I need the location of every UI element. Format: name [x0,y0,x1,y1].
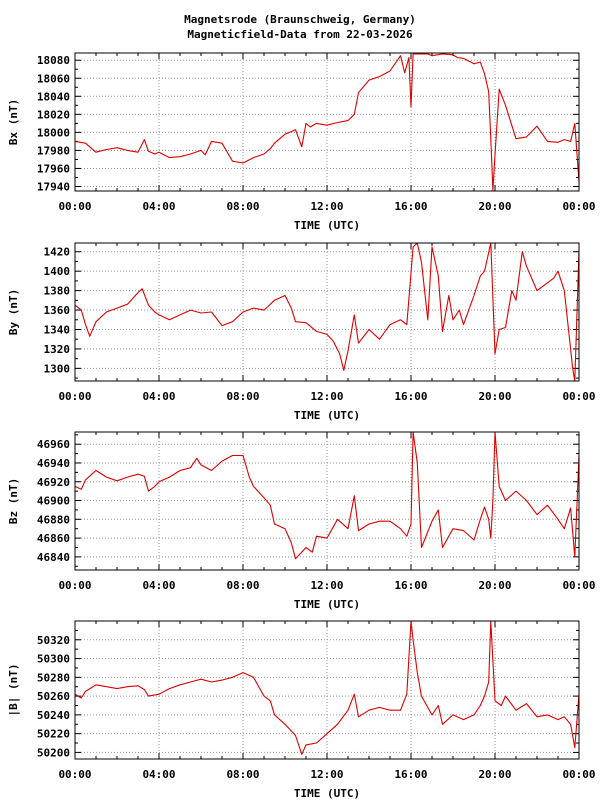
by-x-tick-label: 08:00 [226,390,259,403]
by-y-tick-label: 1340 [44,323,71,336]
bz-x-tick-label: 12:00 [310,579,343,592]
by-x-tick-label: 20:00 [478,390,511,403]
by-y-tick-label: 1420 [44,246,71,259]
bz-x-tick-label: 00:00 [562,579,595,592]
by-y-tick-label: 1400 [44,265,71,278]
bx-series-line [75,53,579,191]
bx-y-tick-label: 18060 [37,72,70,85]
bt-y-tick-label: 50220 [37,728,70,741]
bz-y-tick-label: 46880 [37,513,70,526]
bx-y-tick-label: 18040 [37,90,70,103]
bt-y-tick-label: 50240 [37,709,70,722]
bt-y-tick-label: 50280 [37,671,70,684]
by-y-axis-label: By (nT) [7,289,20,335]
bt-y-tick-label: 50300 [37,653,70,666]
bz-y-tick-label: 46900 [37,495,70,508]
by-y-tick-label: 1320 [44,343,71,356]
bz-y-tick-label: 46940 [37,457,70,470]
bx-y-axis-label: Bx (nT) [7,99,20,145]
bx-x-axis-label: TIME (UTC) [294,219,360,232]
bx-x-tick-label: 04:00 [142,200,175,213]
bt-x-tick-label: 08:00 [226,768,259,781]
bz-y-tick-label: 46840 [37,551,70,564]
bx-x-tick-label: 12:00 [310,200,343,213]
bt-y-tick-label: 50260 [37,690,70,703]
bt-panel: 50200 50220 50240 50260 50280 50300 50320 00:00… [7,620,596,800]
by-y-tick-label: 1360 [44,304,71,317]
bx-x-tick-label: 20:00 [478,200,511,213]
page-subtitle: Magneticfield-Data from 22-03-2026 [187,28,413,41]
figure-title: Magnetsrode (Braunschweig, Germany) Magn… [0,12,600,42]
bz-x-axis-label: TIME (UTC) [294,598,360,611]
bt-series-line [75,621,579,755]
by-y-tick-label: 1380 [44,285,71,298]
by-x-axis-label: TIME (UTC) [294,409,360,422]
bz-x-tick-label: 04:00 [142,579,175,592]
bz-series-line [75,432,579,560]
bt-x-tick-label: 00:00 [58,768,91,781]
bx-y-tick-label: 17940 [37,180,70,193]
bt-plot-frame [74,620,580,760]
bz-x-tick-label: 20:00 [478,579,511,592]
by-x-tick-label: 12:00 [310,390,343,403]
by-plot-frame [74,242,580,382]
page-title: Magnetsrode (Braunschweig, Germany) [184,13,416,26]
bt-x-tick-label: 16:00 [394,768,427,781]
bx-y-tick-label: 18000 [37,126,70,139]
bx-y-tick-label: 17980 [37,144,70,157]
by-x-tick-label: 16:00 [394,390,427,403]
bt-x-tick-label: 12:00 [310,768,343,781]
by-x-tick-label: 04:00 [142,390,175,403]
bz-y-tick-label: 46920 [37,476,70,489]
bt-x-tick-label: 20:00 [478,768,511,781]
bx-panel: 17940 17960 17980 18000 18020 18040 18060 18080… [7,52,596,232]
bz-y-tick-label: 46960 [37,438,70,451]
bx-y-tick-label: 18020 [37,108,70,121]
bt-x-tick-label: 04:00 [142,768,175,781]
bx-y-tick-label: 18080 [37,54,70,67]
bz-y-axis-label: Bz (nT) [7,478,20,524]
bx-y-tick-label: 17960 [37,162,70,175]
by-panel: 1300 1320 1340 1360 1380 1400 1420 00:00 04:00 08… [7,242,596,422]
by-x-tick-label: 00:00 [562,390,595,403]
bt-y-tick-label: 50320 [37,634,70,647]
bz-panel: 46840 46860 46880 46900 46920 46940 46960 00:00… [7,431,596,611]
bx-x-tick-label: 08:00 [226,200,259,213]
bx-x-tick-label: 00:00 [58,200,91,213]
bt-x-axis-label: TIME (UTC) [294,787,360,800]
bz-x-tick-label: 16:00 [394,579,427,592]
bx-x-tick-label: 00:00 [562,200,595,213]
bz-x-tick-label: 00:00 [58,579,91,592]
bx-plot-frame [74,52,580,192]
bt-y-tick-label: 50200 [37,746,70,759]
by-series-line [75,243,579,381]
bz-plot-frame [74,431,580,571]
by-x-tick-label: 00:00 [58,390,91,403]
by-y-tick-label: 1300 [44,362,71,375]
bx-x-tick-label: 16:00 [394,200,427,213]
bz-x-tick-label: 08:00 [226,579,259,592]
bt-y-axis-label: |B| (nT) [7,664,20,717]
bt-x-tick-label: 00:00 [562,768,595,781]
bz-y-tick-label: 46860 [37,532,70,545]
